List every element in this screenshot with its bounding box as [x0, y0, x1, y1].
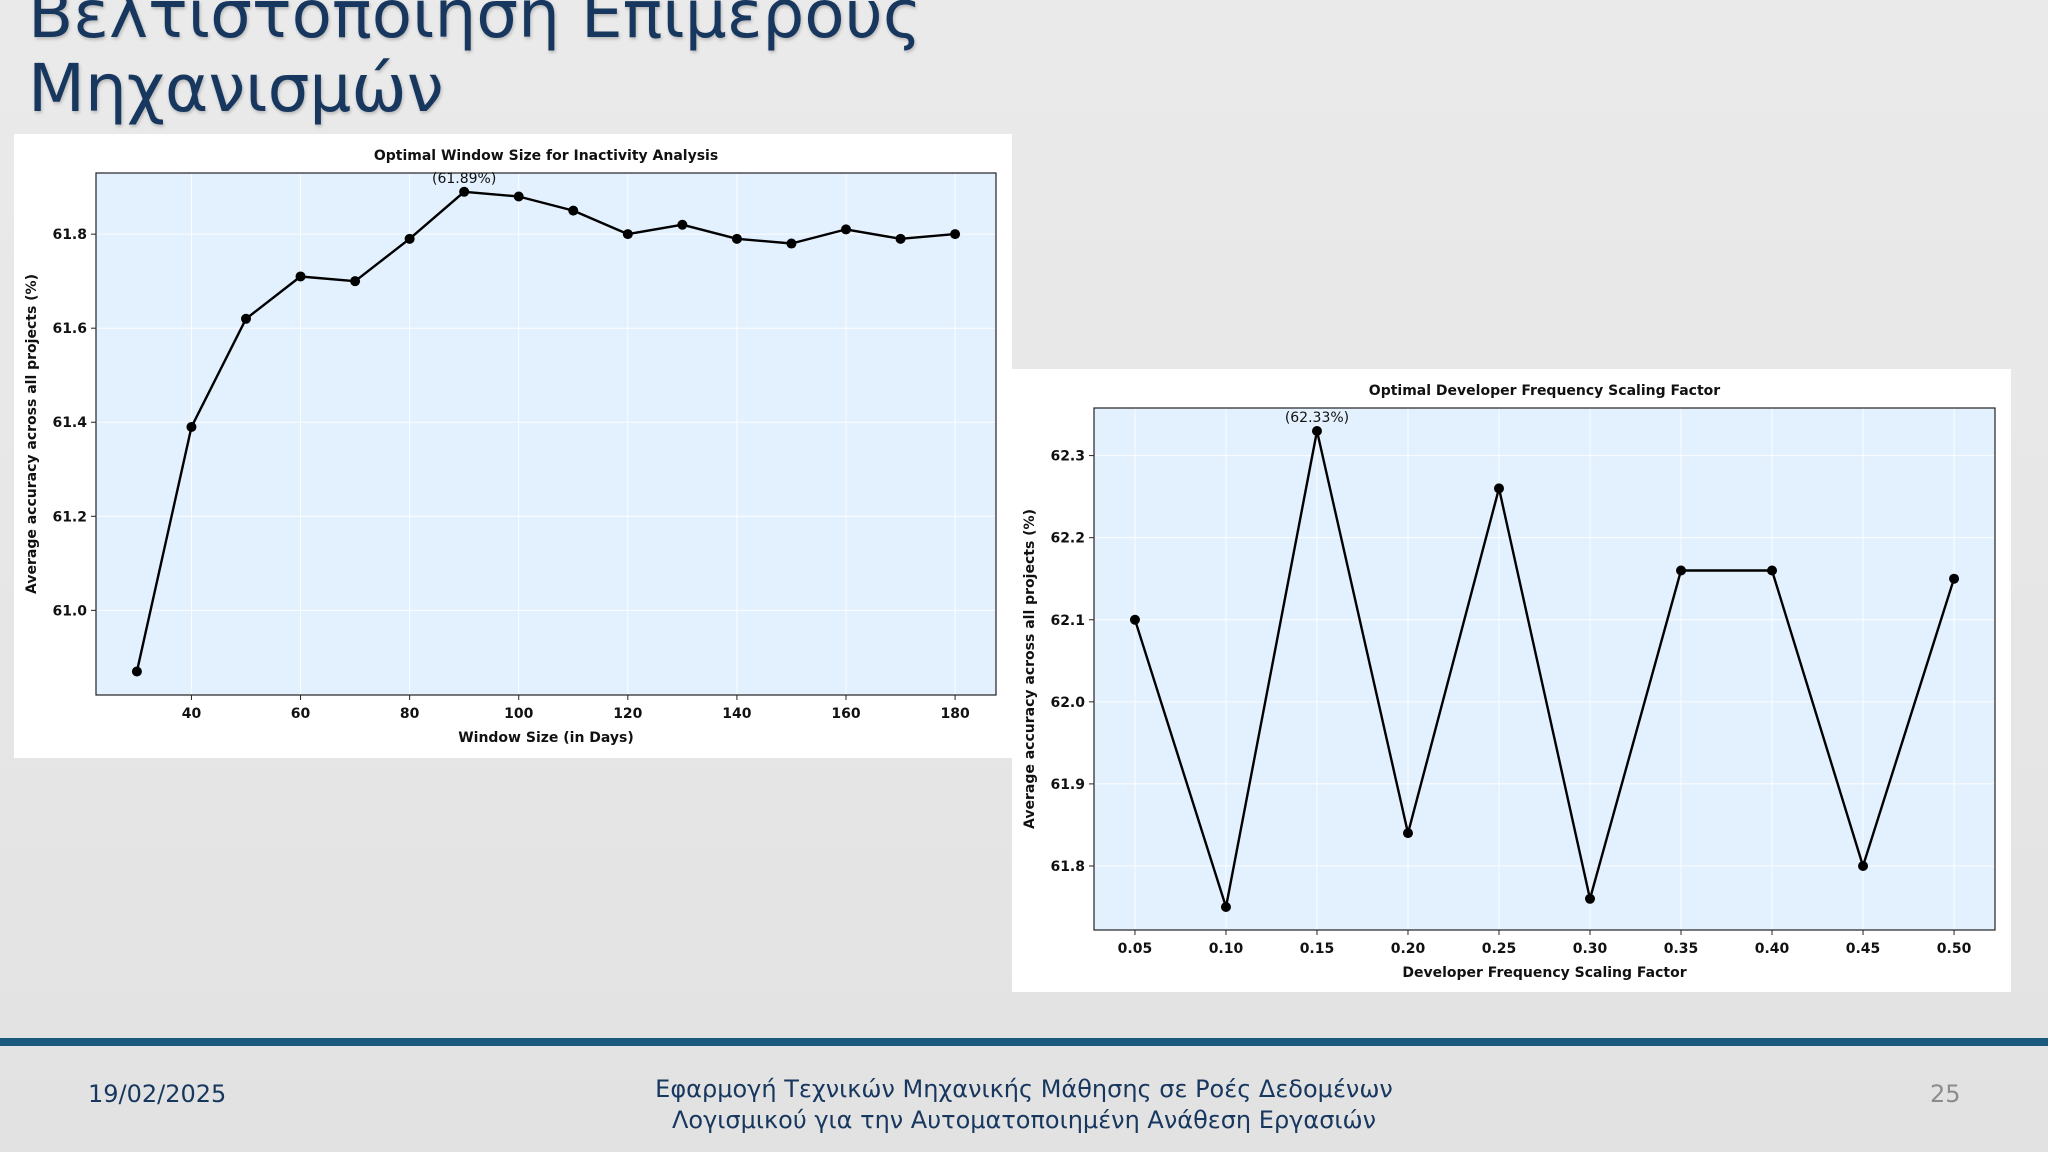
- window-size-data-point: [677, 219, 688, 230]
- scaling-factor-data-point: [1767, 565, 1778, 576]
- footer-date: 19/02/2025: [88, 1080, 227, 1108]
- scaling-factor-data-point: [1585, 893, 1596, 904]
- scaling-factor-y-tick-label: 62.0: [1050, 695, 1085, 711]
- window-size-y-tick-label: 61.6: [52, 321, 87, 337]
- window-size-chart-title: Optimal Window Size for Inactivity Analy…: [374, 148, 718, 164]
- window-size-data-point: [350, 276, 361, 287]
- window-size-data-point: [950, 229, 961, 240]
- window-size-best-value-annotation: (61.89%): [432, 171, 496, 187]
- window-size-plot-area: [96, 173, 996, 695]
- scaling-factor-x-tick-label: 0.25: [1482, 941, 1517, 957]
- scaling-factor-y-axis-label: Average accuracy across all projects (%): [1022, 509, 1038, 829]
- window-size-y-tick-label: 61.0: [52, 603, 87, 619]
- scaling-factor-x-tick-label: 0.45: [1846, 941, 1881, 957]
- footer-presentation-title: Εφαρμογή Τεχνικών Μηχανικής Μάθησης σε Ρ…: [560, 1074, 1488, 1136]
- page-number: 25: [1930, 1080, 1961, 1108]
- window-size-plot-frame: [95, 172, 997, 696]
- window-size-x-tick-label: 140: [722, 706, 751, 722]
- window-size-data-point: [295, 271, 306, 282]
- window-size-chart: 40 60 80 100 120 140 160 180 61.0 61.2 61.4 61.6 61.…: [14, 134, 1012, 758]
- scaling-factor-data-point: [1493, 483, 1504, 494]
- window-size-data-point: [622, 229, 633, 240]
- window-size-data-point: [568, 205, 579, 216]
- window-size-chart-svg: 40 60 80 100 120 140 160 180 61.0 61.2 61.4 61.6 61.…: [24, 148, 997, 746]
- window-size-data-point: [513, 191, 524, 202]
- window-size-data-point: [186, 421, 197, 432]
- scaling-factor-x-tick-label: 0.40: [1755, 941, 1790, 957]
- slide-title: Βελτιστοποίηση Επιμέρους Μηχανισμών: [28, 0, 1028, 126]
- scaling-factor-x-axis-label: Developer Frequency Scaling Factor: [1402, 965, 1686, 981]
- window-size-data-point: [841, 224, 851, 235]
- scaling-factor-plot-area: [1094, 408, 1995, 930]
- scaling-factor-data-point: [1311, 425, 1322, 436]
- scaling-factor-series-line: [1133, 429, 1956, 909]
- window-size-x-tick-label: 100: [504, 706, 533, 722]
- scaling-factor-y-tick-label: 62.1: [1050, 613, 1085, 629]
- window-size-data-point: [459, 186, 470, 197]
- scaling-factor-x-tick-label: 0.15: [1300, 941, 1335, 957]
- window-size-x-tick-label: 160: [831, 706, 860, 722]
- window-size-x-tick-label: 40: [182, 706, 202, 722]
- window-size-y-tick-label: 61.2: [52, 509, 87, 525]
- scaling-factor-data-point: [1676, 565, 1687, 576]
- slide-title-line-2: Μηχανισμών: [28, 50, 444, 127]
- scaling-factor-x-tick-label: 0.30: [1573, 941, 1608, 957]
- window-size-data-point: [731, 233, 742, 244]
- scaling-factor-data-point: [1129, 614, 1140, 625]
- scaling-factor-y-tick-label: 61.9: [1050, 777, 1085, 793]
- scaling-factor-data-point: [1949, 573, 1960, 584]
- window-size-data-point: [786, 238, 797, 249]
- window-size-x-tick-label: 120: [613, 706, 642, 722]
- footer-title-line-1: Εφαρμογή Τεχνικών Μηχανικής Μάθησης σε Ρ…: [655, 1075, 1393, 1103]
- scaling-factor-data-point: [1220, 902, 1231, 913]
- scaling-factor-chart-title: Optimal Developer Frequency Scaling Fact…: [1369, 383, 1720, 399]
- window-size-x-tick-label: 80: [400, 706, 420, 722]
- window-size-series-line: [135, 190, 956, 672]
- scaling-factor-x-tick-label: 0.10: [1209, 941, 1244, 957]
- window-size-x-tick-label: 60: [291, 706, 311, 722]
- slide-title-line-1: Βελτιστοποίηση Επιμέρους: [28, 0, 922, 53]
- window-size-y-tick-label: 61.4: [52, 415, 87, 431]
- scaling-factor-data-point: [1402, 828, 1413, 839]
- scaling-factor-chart-svg: 0.05 0.10 0.15 0.20 0.25 0.30 0.35 0.40 0.45 0.50…: [1022, 383, 1996, 981]
- window-size-data-point: [241, 313, 251, 324]
- scaling-factor-y-tick-label: 62.2: [1050, 531, 1085, 547]
- footer-divider: [0, 1038, 2048, 1046]
- scaling-factor-y-tick-label: 62.3: [1050, 449, 1085, 465]
- scaling-factor-x-tick-label: 0.05: [1118, 941, 1153, 957]
- scaling-factor-chart: 0.05 0.10 0.15 0.20 0.25 0.30 0.35 0.40 0.45 0.50…: [1012, 369, 2011, 992]
- scaling-factor-y-tick-label: 61.8: [1050, 859, 1085, 875]
- window-size-x-axis-label: Window Size (in Days): [458, 730, 634, 746]
- scaling-factor-x-tick-label: 0.50: [1937, 941, 1972, 957]
- window-size-y-tick-label: 61.8: [52, 227, 87, 243]
- window-size-y-axis-label: Average accuracy across all projects (%): [24, 274, 40, 594]
- scaling-factor-data-point: [1858, 860, 1869, 871]
- window-size-data-point: [131, 666, 142, 677]
- window-size-x-tick-label: 180: [940, 706, 969, 722]
- footer-title-line-2: Λογισμικού για την Αυτοματοποιημένη Ανάθ…: [671, 1106, 1377, 1134]
- scaling-factor-x-tick-label: 0.35: [1664, 941, 1699, 957]
- scaling-factor-best-value-annotation: (62.33%): [1285, 410, 1349, 426]
- scaling-factor-plot-frame: [1093, 407, 1996, 931]
- window-size-data-point: [895, 233, 906, 244]
- scaling-factor-x-tick-label: 0.20: [1391, 941, 1426, 957]
- window-size-data-point: [404, 233, 415, 244]
